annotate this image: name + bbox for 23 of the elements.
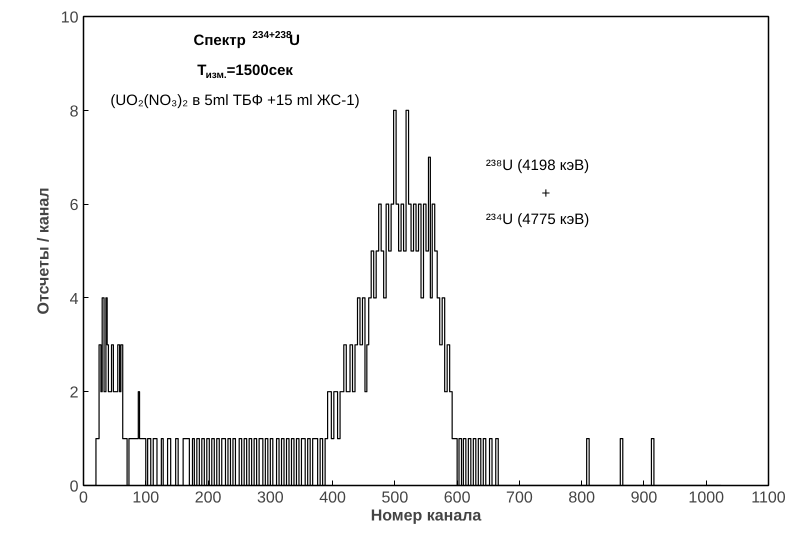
x-tick-label: 600 bbox=[444, 490, 471, 506]
annotation: (UO₂(NO₃)₂ в 5ml ТБФ +15 ml ЖС-1) bbox=[110, 92, 360, 109]
x-tick-label: 900 bbox=[630, 490, 658, 506]
y-tick-label: 0 bbox=[70, 478, 79, 496]
x-tick-label: 200 bbox=[194, 490, 222, 506]
x-tick-label: 1100 bbox=[751, 490, 786, 506]
y-tick-label: 2 bbox=[70, 384, 79, 402]
annotation: ²³⁴U (4775 кэВ) bbox=[486, 211, 590, 228]
y-tick-label: 4 bbox=[70, 290, 79, 308]
x-axis-title: Номер канала bbox=[370, 508, 482, 524]
x-tick-label: 1000 bbox=[688, 490, 724, 506]
x-tick-label: 800 bbox=[568, 490, 596, 506]
y-tick-label: 10 bbox=[60, 10, 79, 26]
x-tick-label: 300 bbox=[256, 490, 284, 506]
x-tick-label: 400 bbox=[319, 490, 346, 506]
annotation: + bbox=[542, 185, 551, 202]
y-axis-title: Отсчеты / канал bbox=[36, 188, 53, 314]
y-tick-label: 8 bbox=[70, 103, 79, 120]
y-tick-label: 6 bbox=[70, 197, 79, 214]
x-tick-label: 700 bbox=[506, 490, 533, 506]
annotation: ²³⁸U (4198 кэВ) bbox=[486, 157, 590, 174]
x-tick-label: 100 bbox=[132, 490, 160, 506]
x-tick-label: 500 bbox=[382, 490, 408, 506]
